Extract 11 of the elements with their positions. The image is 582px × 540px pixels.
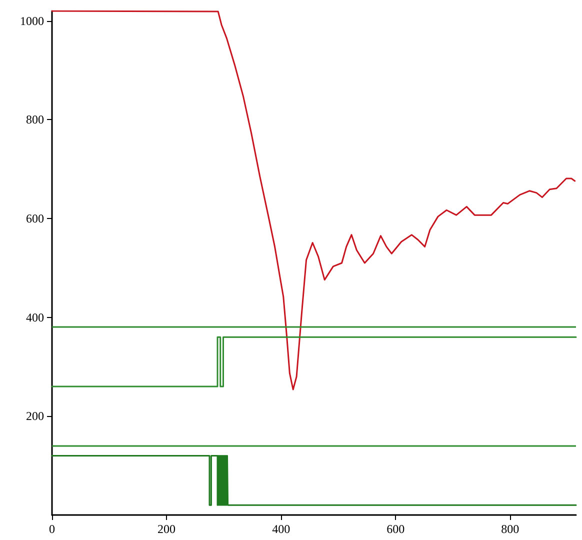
x-tick-label: 600 [386,522,405,536]
y-tick-label: 1000 [20,14,44,28]
line-series [51,10,576,390]
y-tick-label: 600 [26,212,44,226]
x-tick-label: 800 [501,522,520,536]
y-tick-label: 200 [26,409,44,424]
x-tick-label: 200 [158,522,176,536]
y-tick-label: 800 [26,112,44,127]
x-tick-label: 0 [49,522,55,536]
y-tick-label: 400 [26,310,44,324]
x-tick-label: 400 [272,522,290,536]
